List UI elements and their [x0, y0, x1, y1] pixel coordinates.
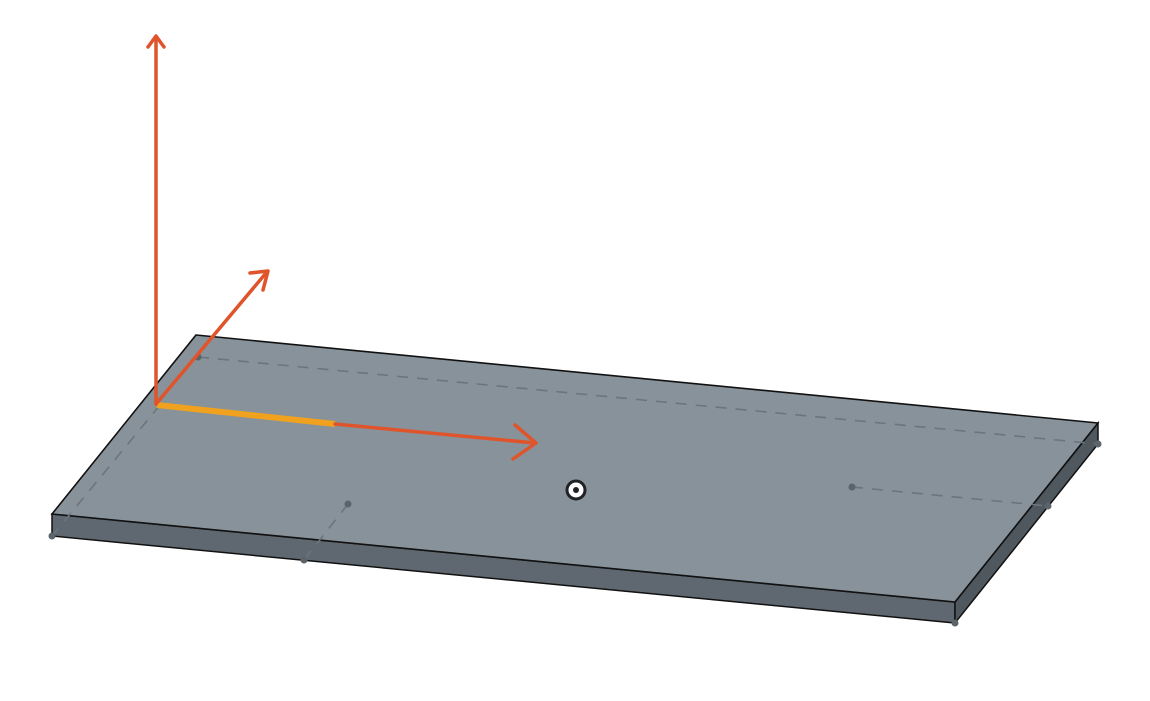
selected-edge[interactable] [156, 402, 336, 427]
vertex-point[interactable] [300, 556, 308, 564]
vertex-point[interactable] [848, 483, 856, 491]
x-axis-arrow[interactable] [333, 422, 538, 461]
vertex-point[interactable] [1094, 440, 1102, 448]
axis-manipulator[interactable] [146, 34, 538, 461]
hidden-edge-left [51, 404, 161, 537]
hidden-edges [51, 356, 1099, 561]
vertex-points [48, 353, 1102, 627]
center-point-icon[interactable] [565, 479, 587, 501]
y-axis-arrow[interactable] [154, 269, 270, 406]
vertex-point[interactable] [48, 532, 56, 540]
vertex-point[interactable] [344, 500, 352, 508]
vertex-point[interactable] [1044, 502, 1052, 510]
vertex-point[interactable] [951, 619, 959, 627]
z-axis-arrow[interactable] [146, 34, 166, 406]
plate-top-face[interactable] [50, 334, 1100, 603]
hidden-edge-inner-right [851, 486, 1049, 507]
hidden-edge-back [197, 356, 1099, 445]
